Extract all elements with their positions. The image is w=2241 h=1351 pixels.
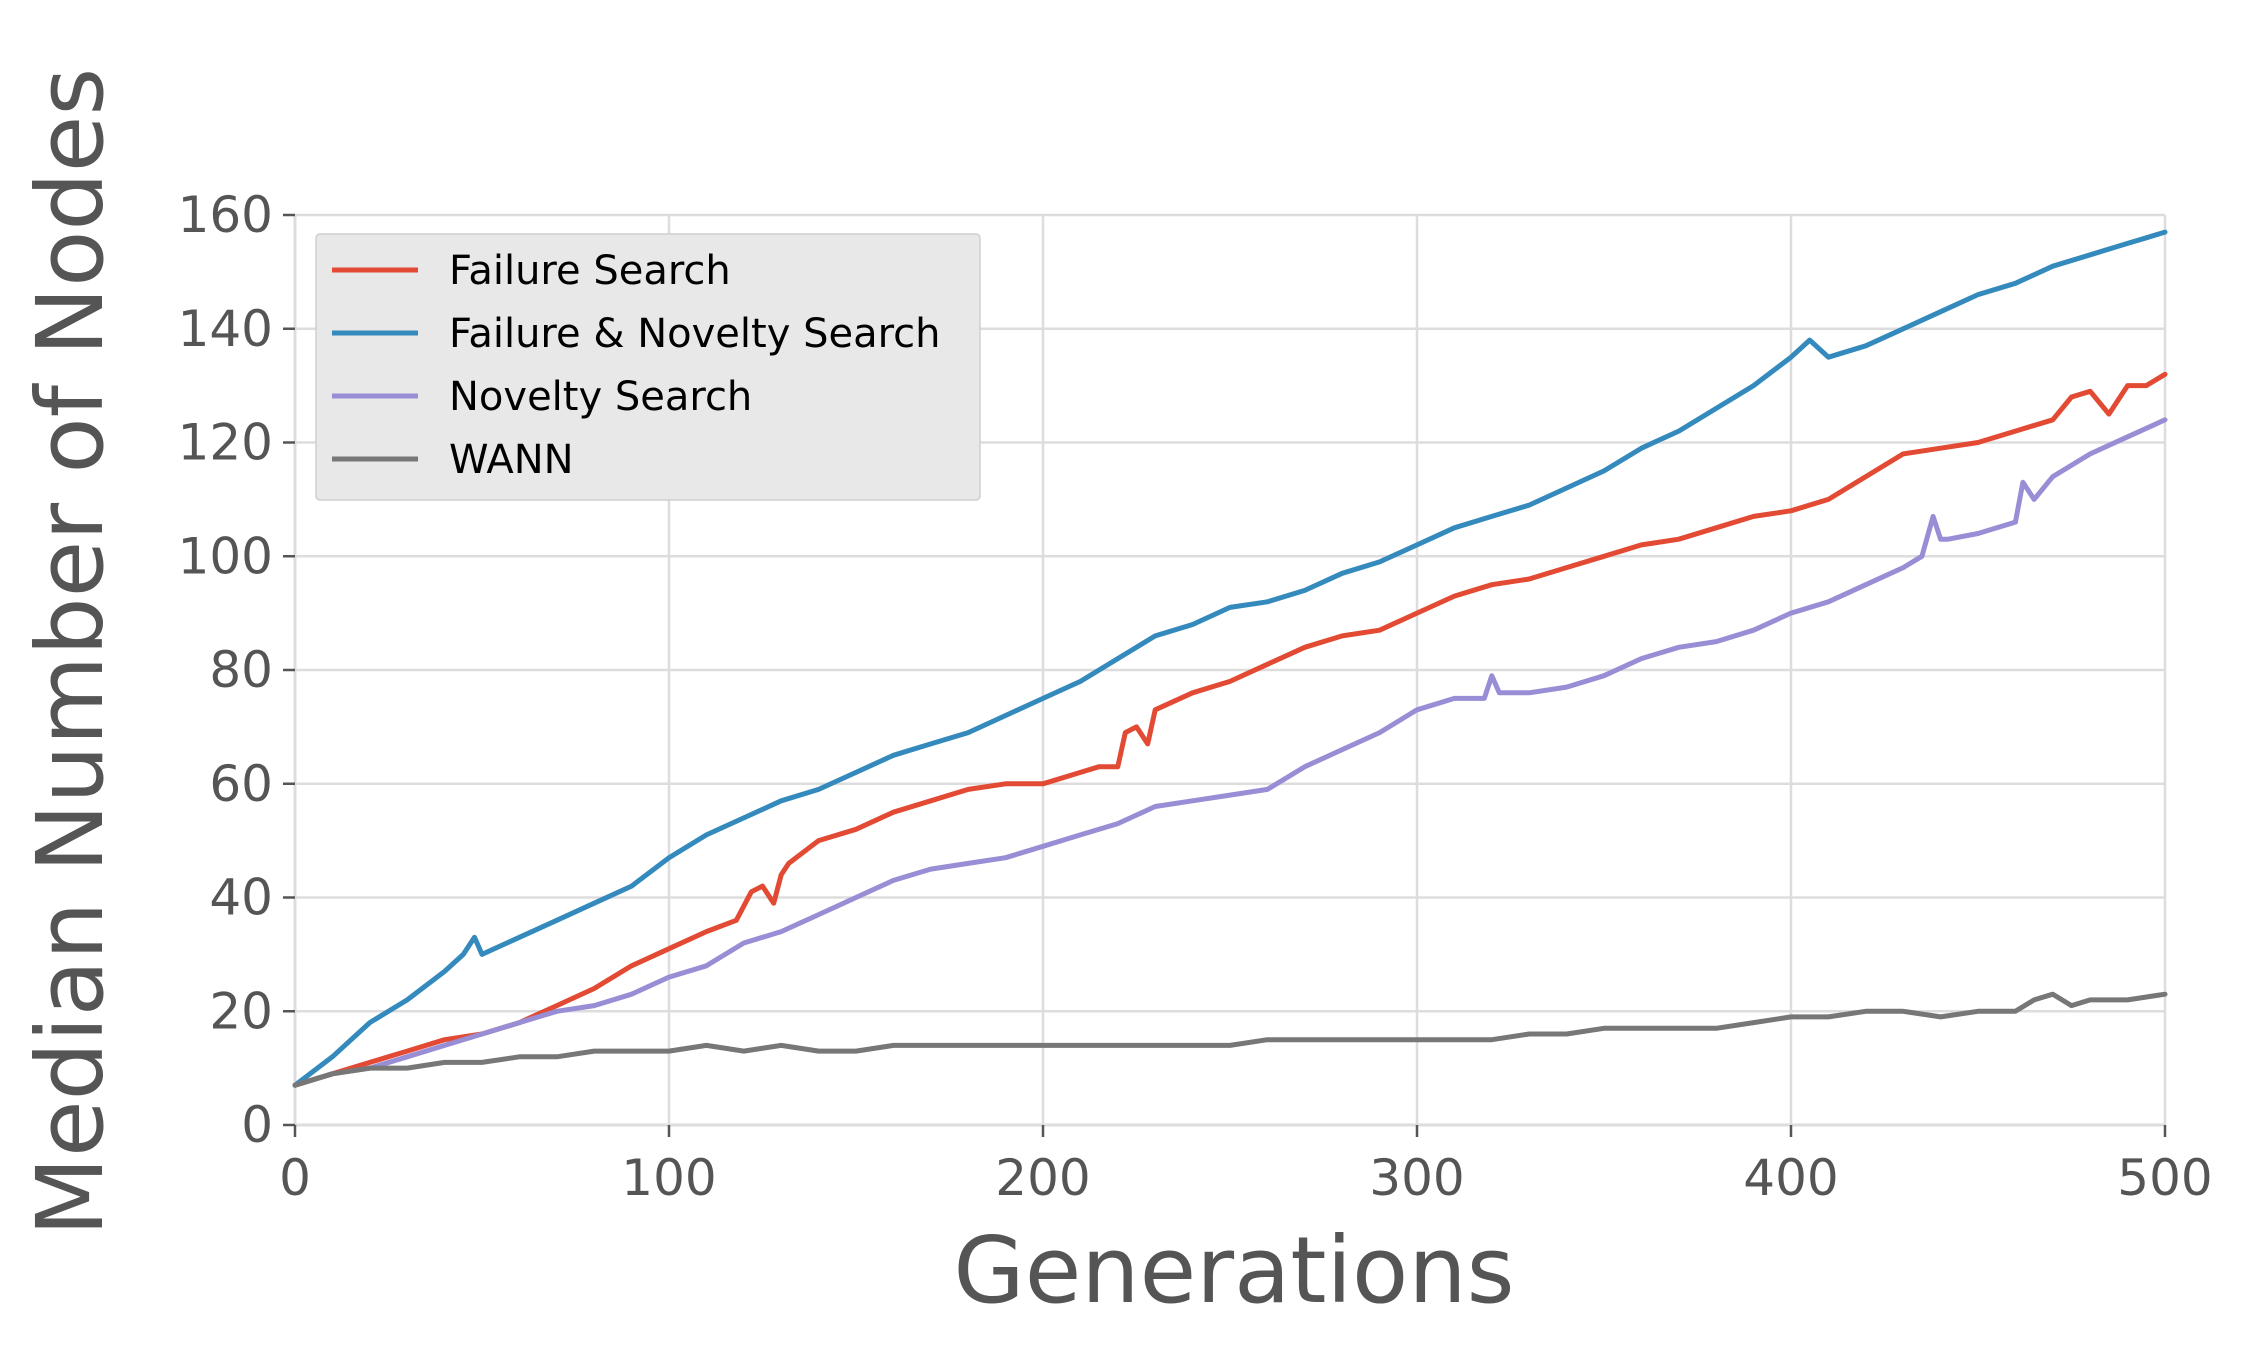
y-axis-label: Median Number of Nodes bbox=[17, 68, 124, 1237]
legend-box bbox=[315, 233, 981, 501]
x-tick-label: 100 bbox=[621, 1149, 716, 1207]
legend-label-4: WANN bbox=[449, 437, 574, 483]
x-axis-label: Generations bbox=[953, 1217, 1514, 1324]
y-tick-label: 140 bbox=[178, 300, 273, 358]
y-tick-label: 40 bbox=[209, 869, 273, 927]
x-tick-label: 0 bbox=[279, 1149, 311, 1207]
legend-label-2: Failure & Novelty Search bbox=[449, 311, 941, 357]
series-line-2 bbox=[292, 229, 2168, 1088]
series-line-4 bbox=[292, 991, 2168, 1088]
tick-labels: 0 20 40 60 80 100 120 140 160 0 100 200 300 400 500 bbox=[178, 186, 2213, 1207]
x-tick-label: 200 bbox=[995, 1149, 1090, 1207]
series-line-3 bbox=[292, 417, 2168, 1088]
x-tick-label: 400 bbox=[1743, 1149, 1838, 1207]
x-tick-label: 500 bbox=[2117, 1149, 2212, 1207]
legend-label-1: Failure Search bbox=[449, 248, 731, 294]
series-layer bbox=[292, 229, 2168, 1088]
legend: Failure Search Failure & Novelty Search No… bbox=[315, 233, 981, 501]
x-tick-label: 300 bbox=[1369, 1149, 1464, 1207]
legend-label-3: Novelty Search bbox=[449, 374, 752, 420]
y-tick-label: 20 bbox=[209, 982, 273, 1040]
y-tick-label: 80 bbox=[209, 641, 273, 699]
y-tick-label: 0 bbox=[241, 1096, 273, 1154]
y-tick-label: 100 bbox=[178, 527, 273, 585]
y-tick-label: 120 bbox=[178, 414, 273, 472]
y-tick-label: 60 bbox=[209, 755, 273, 813]
series-line-1 bbox=[292, 371, 2168, 1088]
y-tick-label: 160 bbox=[178, 186, 273, 244]
